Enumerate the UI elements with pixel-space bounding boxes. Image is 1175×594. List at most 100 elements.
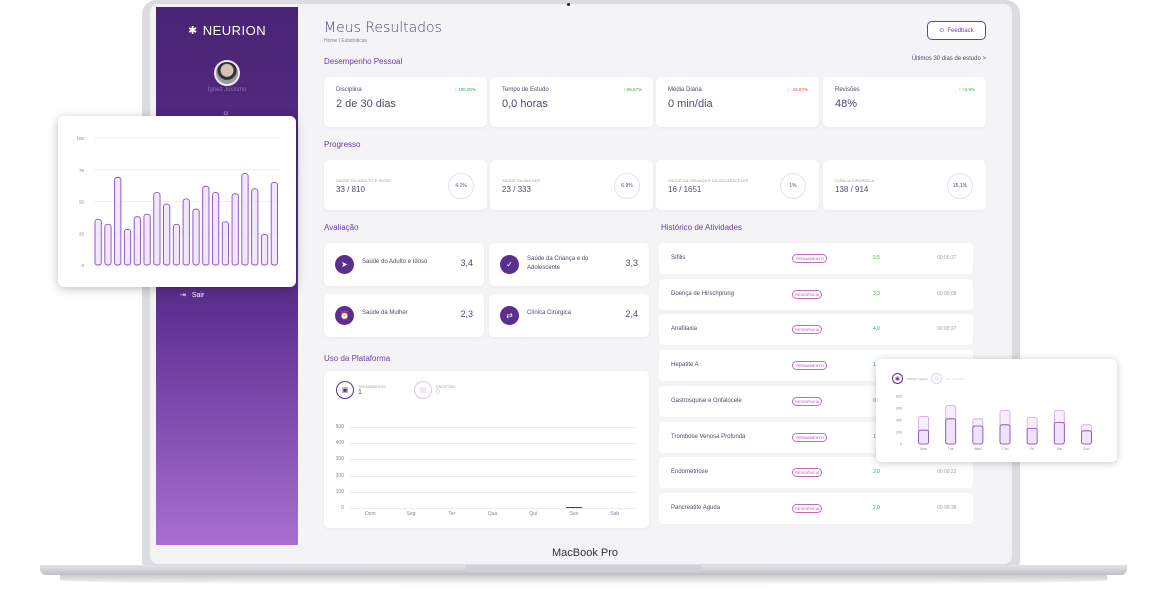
stat-change: ↑ 100,00% bbox=[454, 87, 476, 92]
history-score: 3,5 bbox=[873, 255, 880, 261]
history-type-badge: Residência bbox=[792, 503, 823, 513]
history-score: 2,0 bbox=[873, 504, 880, 511]
device-model-label: MacBook Pro bbox=[551, 547, 619, 559]
tab-label: Treino Geral bbox=[906, 376, 929, 381]
usage-bar bbox=[565, 507, 582, 508]
lightbulb-icon[interactable]: ☼ bbox=[222, 108, 230, 117]
chart-bar bbox=[231, 193, 239, 266]
tab-simu-geral[interactable]: ▤ Simu Geral bbox=[931, 373, 964, 384]
history-time: 00:00:22 bbox=[937, 469, 957, 476]
send-icon: ➤ bbox=[335, 255, 354, 274]
progress-label: Saúde do Adulto e Idoso bbox=[336, 178, 392, 183]
progress-card[interactable]: Saúde do Adulto e Idoso 33 / 810 4.1% bbox=[324, 160, 487, 210]
x-tick-label: Sat bbox=[1057, 447, 1062, 451]
evaluation-score: 3,4 bbox=[460, 258, 473, 268]
evaluation-card[interactable]: ✓ Saúde da Criança e do Adolescente 3,3 bbox=[489, 243, 649, 286]
history-time: 00:00:37 bbox=[937, 255, 957, 261]
y-tick-label: 400 bbox=[335, 440, 344, 447]
evaluation-label: Saúde da Criança e do Adolescente bbox=[527, 256, 589, 271]
chart-bar bbox=[241, 173, 249, 266]
monitor-icon: ▣ bbox=[336, 381, 354, 399]
history-type-badge: Residência bbox=[792, 468, 823, 478]
chart-bar bbox=[114, 176, 122, 266]
stat-value: 0 min/dia bbox=[668, 98, 713, 110]
chart-bar bbox=[172, 223, 181, 266]
x-tick-label: Wed bbox=[974, 447, 981, 451]
chart-bar bbox=[1053, 422, 1065, 445]
stat-change: ↓ -16,67% bbox=[787, 87, 808, 92]
evaluation-card[interactable]: ➤ Saúde do Adulto e Idoso 3,4 bbox=[324, 243, 484, 286]
evaluation-card[interactable]: ⏰ Saúde da Mulher 2,3 bbox=[324, 294, 484, 337]
history-row[interactable]: Anafilaxia Residência 4,0 00:00:27 bbox=[659, 314, 973, 346]
brand-logo[interactable]: ✱ NEURION bbox=[188, 23, 266, 38]
history-type-badge: Residência bbox=[792, 289, 823, 299]
y-tick-label: 25 bbox=[79, 231, 85, 236]
section-title-historico: Histórico de Atividades bbox=[661, 223, 742, 232]
floating-bar-chart: 100 75 50 25 0 bbox=[58, 116, 296, 287]
stat-label: Tempo de Estudo bbox=[502, 87, 549, 93]
alarm-icon: ⏰ bbox=[335, 306, 354, 325]
avatar[interactable] bbox=[214, 60, 240, 86]
feedback-button[interactable]: ⊙ Feedback bbox=[927, 21, 986, 40]
progress-card[interactable]: Saúde da Criança e do Adolescente 16 / 1… bbox=[656, 160, 819, 210]
progress-card[interactable]: Clínica Cirúrgica 138 / 914 15.1% bbox=[823, 160, 986, 210]
chart-bar bbox=[153, 192, 161, 266]
tab-treino-geral[interactable]: ▣ Treino Geral bbox=[892, 373, 928, 384]
tab-questoes[interactable]: ▤ Questões 0 bbox=[414, 381, 455, 399]
history-name: Hepatite A bbox=[671, 362, 699, 369]
monitor-icon: ▣ bbox=[892, 373, 903, 384]
progress-label: Clínica Cirúrgica bbox=[835, 178, 875, 183]
progress-ring: 15.1% bbox=[947, 173, 973, 199]
breadcrumb[interactable]: Home | Estatísticas bbox=[324, 38, 367, 44]
chart-bar bbox=[270, 181, 278, 266]
evaluation-label: Clínica Cirúrgica bbox=[527, 310, 572, 316]
stat-value: 2 de 30 dias bbox=[336, 98, 396, 110]
history-name: Endometriose bbox=[671, 469, 709, 476]
logout-label: Sair bbox=[191, 291, 205, 299]
progress-label: Saúde da Criança e do Adolescente bbox=[668, 178, 749, 183]
chart-bar bbox=[104, 223, 112, 266]
tab-treinamentos[interactable]: ▣ Treinamentos 1 bbox=[336, 381, 386, 399]
chart-bar bbox=[94, 218, 102, 266]
feedback-label: Feedback bbox=[947, 27, 974, 34]
chart-bar bbox=[260, 234, 269, 266]
history-row[interactable]: Endometriose Residência 2,0 00:00:22 bbox=[659, 457, 973, 489]
history-row[interactable]: Sífilis Treinamento 3,5 00:00:37 bbox=[659, 243, 973, 274]
stat-label: Revisões bbox=[835, 87, 860, 93]
progress-label: Saúde da Mulher bbox=[502, 178, 541, 183]
history-name: Trombose Venosa Profunda bbox=[671, 433, 746, 440]
evaluation-card[interactable]: ⇄ Clínica Cirúrgica 2,4 bbox=[489, 294, 649, 337]
y-tick-label: 200 bbox=[896, 431, 902, 435]
x-tick-label: Dom bbox=[365, 511, 376, 517]
y-tick-label: 500 bbox=[335, 424, 344, 430]
logo-text: NEURION bbox=[202, 23, 267, 38]
gridline bbox=[350, 459, 635, 461]
history-name: Anafilaxia bbox=[671, 326, 698, 333]
chart-bar bbox=[163, 203, 171, 266]
check-icon: ✓ bbox=[500, 255, 519, 274]
stat-card-disciplina: Disciplina 2 de 30 dias ↑ 100,00% bbox=[324, 77, 487, 127]
period-selector[interactable]: Últimos 30 dias de estudo > bbox=[911, 56, 986, 62]
section-title-desempenho: Desempenho Pessoal bbox=[324, 57, 403, 66]
evaluation-score: 2,3 bbox=[460, 309, 473, 319]
history-row[interactable]: Pancreatite Aguda Residência 2,0 00:00:38 bbox=[659, 492, 973, 524]
history-row[interactable]: Doença de Hirschprung Residência 3,3 00:00:… bbox=[659, 278, 973, 310]
floating-weekly-chart: ▣ Treino Geral ▤ Simu Geral 800 600 400 200… bbox=[876, 359, 1117, 462]
history-time: 00:00:27 bbox=[937, 326, 957, 333]
progress-card[interactable]: Saúde da Mulher 23 / 333 6.9% bbox=[490, 160, 653, 210]
x-tick-label: Qui bbox=[529, 511, 538, 517]
history-name: Pancreatite Aguda bbox=[671, 504, 721, 511]
x-tick-label: Tue bbox=[948, 447, 954, 451]
stat-card-tempo: Tempo de Estudo 0,0 horas ↑ 66,67% bbox=[490, 77, 653, 127]
y-tick-label: 200 bbox=[335, 472, 344, 479]
history-score: 4,0 bbox=[873, 326, 880, 333]
logout-button[interactable]: ⇥ Sair bbox=[180, 291, 205, 300]
x-tick-label: Sun bbox=[1083, 447, 1089, 451]
stat-value: 0,0 horas bbox=[502, 98, 548, 110]
progress-value: 138 / 914 bbox=[835, 185, 869, 194]
chart-bar bbox=[182, 198, 190, 266]
gridline bbox=[350, 508, 635, 509]
chart-bar bbox=[999, 424, 1011, 445]
x-tick-label: Fri bbox=[1030, 447, 1034, 451]
x-tick-label: T hu bbox=[1002, 447, 1009, 451]
